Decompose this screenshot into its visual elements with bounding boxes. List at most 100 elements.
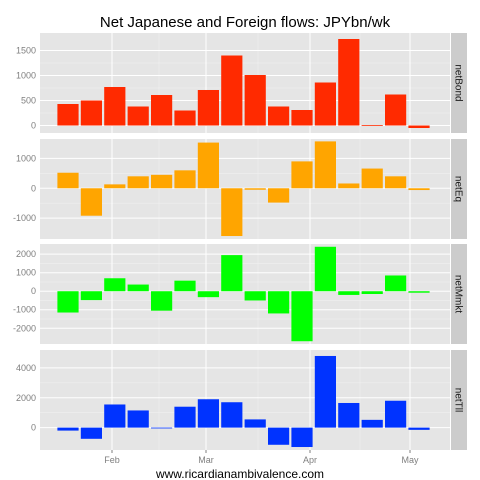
source-caption: www.ricardianambivalence.com	[155, 467, 324, 480]
bar-netMmkt-3	[127, 284, 149, 292]
x-tick-label: Mar	[198, 455, 214, 465]
x-tick-label: Feb	[104, 455, 120, 465]
bar-netTll-5	[174, 406, 196, 428]
bar-netTll-1	[80, 427, 102, 439]
bar-netTll-9	[268, 427, 290, 445]
panel-netTll: 0 2000 4000 netTll	[16, 350, 467, 450]
y-tick-label: -1000	[13, 305, 36, 315]
bar-netBond-8	[244, 75, 266, 126]
panel-netBond: 0 500 1000 1500 netBond	[16, 33, 467, 133]
y-tick-label: 2000	[16, 393, 36, 403]
bar-netBond-10	[291, 110, 313, 126]
facet-strip	[451, 350, 467, 450]
facet-strip	[451, 139, 467, 239]
y-tick-label: 500	[21, 96, 36, 106]
y-tick-label: 1500	[16, 46, 36, 56]
y-tick-label: 0	[31, 121, 36, 131]
bar-netEq-5	[174, 170, 196, 189]
y-tick-label: 0	[31, 423, 36, 433]
bar-netEq-10	[291, 161, 313, 189]
bar-netBond-6	[197, 90, 219, 126]
bar-netBond-4	[151, 95, 173, 126]
bar-netEq-9	[268, 188, 290, 203]
facet-strip-label: netEq	[453, 176, 464, 202]
bar-netMmkt-13	[361, 291, 383, 294]
facet-strip-label: netTll	[453, 388, 464, 412]
bar-netEq-8	[244, 188, 266, 190]
bar-netTll-12	[338, 402, 360, 428]
bar-netEq-15	[408, 188, 430, 191]
facet-panels: 050010001500netBond-100001000netEq-2000-…	[13, 33, 467, 450]
bar-netMmkt-10	[291, 291, 313, 342]
bar-netTll-0	[57, 427, 79, 431]
x-axis: Feb Mar Apr May	[104, 450, 419, 465]
y-tick-label: 4000	[16, 363, 36, 373]
bar-netEq-1	[80, 188, 102, 216]
panel-netMmkt: -2000 -1000 0 1000 2000 netMmkt	[13, 244, 467, 344]
bar-netTll-6	[197, 399, 219, 428]
bar-netBond-2	[104, 87, 126, 126]
bar-netBond-7	[221, 55, 243, 126]
facet-strip	[451, 244, 467, 344]
bar-netMmkt-9	[268, 291, 290, 314]
bar-netBond-1	[80, 100, 102, 126]
bar-netTll-4	[151, 427, 173, 429]
y-tick-label: 1000	[16, 71, 36, 81]
bar-netBond-5	[174, 110, 196, 126]
x-tick-label: Apr	[303, 455, 317, 465]
bar-netEq-6	[197, 142, 219, 189]
bar-netMmkt-0	[57, 291, 79, 313]
panel-background	[40, 350, 450, 450]
y-tick-label: 0	[31, 183, 36, 193]
bar-netBond-14	[385, 94, 407, 126]
y-tick-label: -1000	[13, 213, 36, 223]
bar-netEq-4	[151, 174, 173, 189]
bar-netMmkt-11	[314, 246, 336, 292]
bar-netEq-2	[104, 184, 126, 189]
bar-netTll-3	[127, 410, 149, 428]
y-tick-label: 1000	[16, 268, 36, 278]
bar-netEq-12	[338, 183, 360, 189]
bar-netTll-13	[361, 419, 383, 428]
bar-netBond-12	[338, 39, 360, 126]
bar-netBond-0	[57, 104, 79, 126]
y-tick-label: 1000	[16, 153, 36, 163]
bar-netMmkt-14	[385, 275, 407, 292]
chart-title: Net Japanese and Foreign flows: JPYbn/wk	[100, 14, 391, 31]
bar-netTll-7	[221, 402, 243, 428]
bar-netTll-11	[314, 355, 336, 428]
bar-netTll-14	[385, 400, 407, 428]
bar-netMmkt-6	[197, 291, 219, 298]
bar-netMmkt-8	[244, 291, 266, 301]
bar-netBond-3	[127, 106, 149, 126]
bar-netBond-13	[361, 125, 383, 126]
bar-netEq-7	[221, 188, 243, 237]
bar-netMmkt-2	[104, 278, 126, 292]
bar-netMmkt-12	[338, 291, 360, 295]
bar-netEq-14	[385, 176, 407, 189]
x-tick-label: May	[401, 455, 419, 465]
bar-netBond-9	[268, 106, 290, 126]
facet-strip	[451, 33, 467, 133]
bar-netEq-13	[361, 168, 383, 189]
bar-netMmkt-15	[408, 291, 430, 293]
facet-strip-label: netMmkt	[453, 275, 464, 314]
bar-netTll-10	[291, 427, 313, 448]
facet-strip-label: netBond	[453, 64, 464, 101]
y-tick-label: -2000	[13, 323, 36, 333]
y-tick-label: 0	[31, 286, 36, 296]
bar-netTll-15	[408, 427, 430, 430]
bar-netMmkt-7	[221, 255, 243, 292]
bar-netTll-2	[104, 404, 126, 428]
bar-netTll-8	[244, 419, 266, 428]
bar-netMmkt-1	[80, 291, 102, 301]
bar-netEq-11	[314, 141, 336, 189]
panel-netEq: -1000 0 1000 netEq	[13, 139, 467, 239]
bar-netEq-3	[127, 176, 149, 189]
bar-netBond-11	[314, 82, 336, 126]
bar-netBond-15	[408, 125, 430, 128]
bar-netMmkt-4	[151, 291, 173, 311]
bar-netMmkt-5	[174, 280, 196, 292]
y-tick-label: 2000	[16, 249, 36, 259]
